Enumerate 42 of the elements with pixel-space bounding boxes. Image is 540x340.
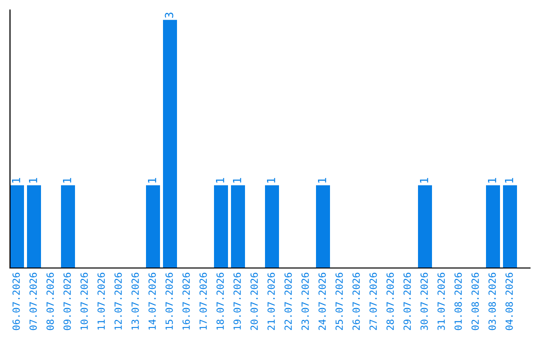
x-tick-label: 04.08.2026 (505, 272, 513, 330)
x-tick-label: 23.07.2026 (301, 272, 309, 330)
x-tick-label: 02.08.2026 (471, 272, 479, 330)
x-tick-label: 10.07.2026 (80, 272, 88, 330)
x-tick-label: 15.07.2026 (165, 272, 173, 330)
data-label: 3 (164, 12, 174, 18)
data-label: 1 (216, 178, 224, 183)
data-label: 1 (420, 178, 428, 183)
x-tick-label: 26.07.2026 (352, 272, 360, 330)
data-label: 1 (12, 178, 20, 183)
x-tick-label: 27.07.2026 (369, 272, 377, 330)
data-label: 1 (504, 178, 514, 183)
x-tick-label: 29.07.2026 (403, 272, 411, 330)
x-tick-label: 07.07.2026 (29, 272, 37, 330)
data-label: 1 (318, 178, 326, 183)
x-tick-label: 01.08.2026 (454, 272, 462, 330)
x-tick-label: 25.07.2026 (335, 272, 343, 330)
x-tick-label: 31.07.2026 (437, 272, 445, 330)
x-tick-label: 06.07.2026 (12, 272, 20, 330)
data-label: 1 (28, 178, 38, 183)
x-tick-label: 08.07.2026 (46, 272, 54, 330)
x-tick-label: 13.07.2026 (131, 272, 139, 330)
x-tick-label: 09.07.2026 (63, 272, 71, 330)
x-tick-label: 30.07.2026 (420, 272, 428, 330)
data-label: 1 (266, 178, 276, 183)
x-tick-label: 22.07.2026 (284, 272, 292, 330)
x-tick-label: 14.07.2026 (148, 272, 156, 330)
x-tick-label: 28.07.2026 (386, 272, 394, 330)
x-tick-label: 11.07.2026 (97, 272, 105, 330)
data-label: 1 (62, 178, 72, 183)
data-label: 1 (232, 178, 242, 183)
x-tick-label: 21.07.2026 (267, 272, 275, 330)
x-tick-label: 12.07.2026 (114, 272, 122, 330)
x-tick-label: 17.07.2026 (199, 272, 207, 330)
x-tick-label: 20.07.2026 (250, 272, 258, 330)
x-tick-label: 19.07.2026 (233, 272, 241, 330)
x-tick-label: 16.07.2026 (182, 272, 190, 330)
x-tick-label: 18.07.2026 (216, 272, 224, 330)
x-tick-label: 03.08.2026 (488, 272, 496, 330)
data-label: 1 (148, 178, 156, 183)
x-tick-label: 24.07.2026 (318, 272, 326, 330)
data-label: 1 (488, 178, 496, 183)
